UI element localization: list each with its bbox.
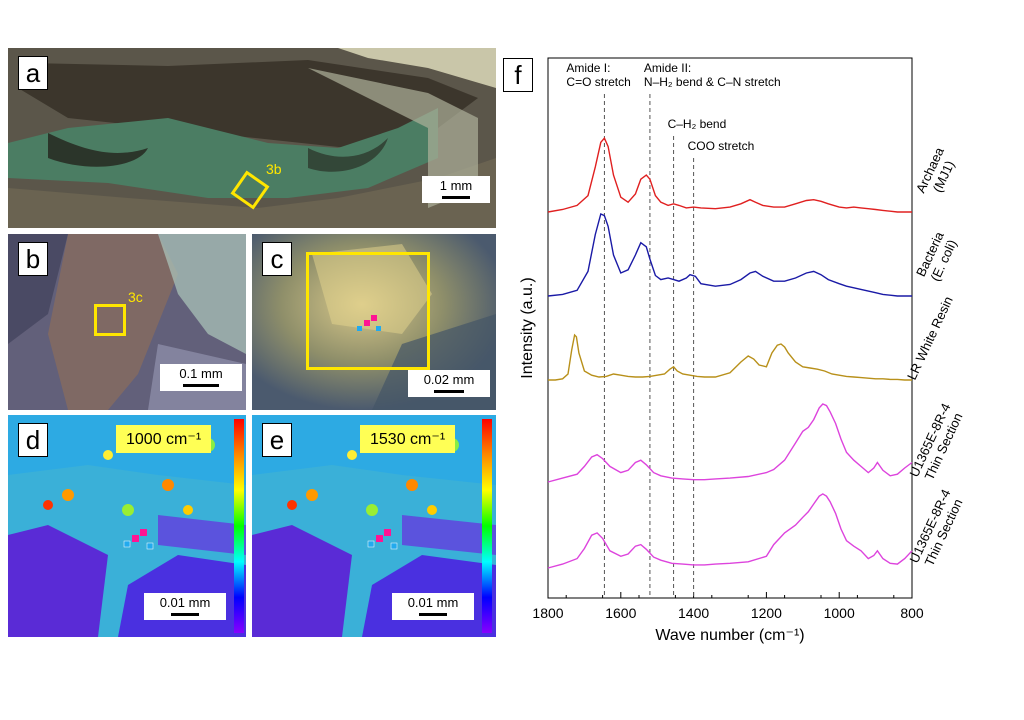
panel-d-wavenumber: 1000 cm⁻¹ <box>116 425 212 453</box>
series-label: U1365E-8R-4Thin Section <box>906 401 967 486</box>
x-tick-label: 1000 <box>824 605 855 621</box>
panel-c-micrograph: c 0.02 mm <box>252 234 496 410</box>
x-tick-label: 1200 <box>751 605 782 621</box>
panel-a-scale-text: 1 mm <box>439 178 473 193</box>
panel-a-scale-line <box>442 196 470 199</box>
panel-b-label: b <box>18 242 48 276</box>
panel-d-scale-text: 0.01 mm <box>159 595 211 610</box>
panel-d-scalebar: 0.01 mm <box>144 593 226 620</box>
x-tick-label: 1800 <box>532 605 563 621</box>
series-label: Archaea(MJ1) <box>913 144 961 201</box>
panel-d-colorbar <box>234 419 244 633</box>
panel-a-image <box>8 48 496 228</box>
reference-line-label: COO stretch <box>688 139 755 153</box>
region-3c-label: 3c <box>128 289 143 305</box>
series-line <box>547 136 912 213</box>
plot-frame <box>547 57 913 599</box>
panel-d-map: d 1000 cm⁻¹ 0.01 mm <box>8 415 246 637</box>
reference-line-label: N–H₂ bend & C–N stretch <box>644 75 781 89</box>
panel-f-label: f <box>503 58 533 92</box>
series-line <box>547 493 913 569</box>
region-3c-box <box>94 304 126 336</box>
x-axis-label: Wave number (cm⁻¹) <box>655 627 804 644</box>
region-3b-label: 3b <box>266 161 282 177</box>
panel-c-scalebar: 0.02 mm <box>408 370 490 397</box>
series-label: U1365E-8R-4Thin Section <box>906 487 967 572</box>
x-tick-label: 1400 <box>678 605 709 621</box>
panel-d-scale-line <box>171 613 199 616</box>
panel-e-label: e <box>262 423 292 457</box>
panel-b-scale-text: 0.1 mm <box>179 366 223 381</box>
panel-a-micrograph: a 3b 1 mm <box>8 48 496 228</box>
y-axis-label: Intensity (a.u.) <box>519 277 536 378</box>
panel-a-label: a <box>18 56 48 90</box>
panel-c-scale-text: 0.02 mm <box>423 372 475 387</box>
panel-a-scalebar: 1 mm <box>422 176 490 203</box>
reference-line-label: C–H₂ bend <box>668 117 727 131</box>
spectra-chart: 1800 1600 1400 1200 1000 800 Wave number (cm⁻¹… <box>519 57 967 644</box>
series-label: Bacteria(E. coli) <box>913 229 961 286</box>
reference-line-label: Amide I: <box>566 61 610 75</box>
panel-e-scale-text: 0.01 mm <box>407 595 459 610</box>
series-line <box>547 403 913 483</box>
panel-e-scale-line <box>419 613 447 616</box>
series-line <box>548 333 912 381</box>
panel-e-colorbar <box>482 419 492 633</box>
panel-b-micrograph: b 3c 0.1 mm <box>8 234 246 410</box>
panel-b-scalebar: 0.1 mm <box>160 364 242 391</box>
panel-e-scalebar: 0.01 mm <box>392 593 474 620</box>
x-tick-label: 800 <box>900 605 924 621</box>
panel-e-map: e 1530 cm⁻¹ 0.01 mm <box>252 415 496 637</box>
region-selection-box <box>306 252 430 370</box>
panel-e-wavenumber: 1530 cm⁻¹ <box>360 425 456 453</box>
series-line <box>547 213 912 297</box>
panel-c-scale-line <box>434 390 464 393</box>
x-tick-label: 1600 <box>605 605 636 621</box>
panel-b-scale-line <box>183 384 219 387</box>
panel-c-label: c <box>262 242 292 276</box>
panel-d-label: d <box>18 423 48 457</box>
reference-line-label: C=O stretch <box>566 75 630 89</box>
reference-line-label: Amide II: <box>644 61 691 75</box>
